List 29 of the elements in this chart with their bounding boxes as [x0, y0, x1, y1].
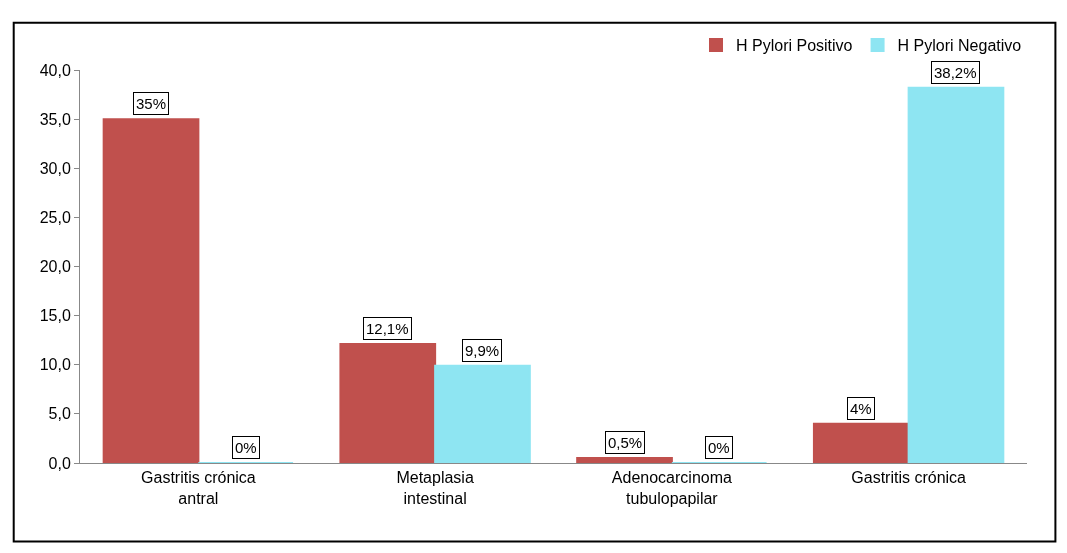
y-tick-label: 35,0	[39, 110, 71, 128]
data-label: 38,2%	[934, 64, 977, 81]
x-tick-label: Gastritis crónica antral	[141, 469, 256, 507]
x-tick-label: Metaplasia intestinal	[396, 469, 474, 507]
data-label: 0%	[235, 439, 257, 456]
data-label: 12,1%	[366, 320, 409, 337]
bar	[907, 86, 1005, 463]
bar	[576, 457, 673, 463]
y-tick-label: 30,0	[39, 159, 71, 177]
data-label: 0%	[708, 439, 730, 456]
data-label: 4%	[850, 400, 872, 417]
y-tick-label: 0,0	[48, 454, 71, 472]
x-tick-label: Gastritis crónica	[851, 469, 967, 487]
x-tick-label: Adenocarcinoma tubulopapilar	[611, 469, 733, 507]
data-label: 9,9%	[465, 342, 500, 359]
bar	[102, 118, 200, 463]
bar	[434, 364, 531, 463]
data-label: 35%	[136, 95, 167, 112]
data-label: 0,5%	[608, 434, 643, 451]
y-tick-label: 25,0	[39, 208, 71, 226]
y-tick-label: 15,0	[39, 307, 71, 325]
legend-label: H Pylori Negativo	[897, 37, 1022, 55]
y-tick-label: 10,0	[39, 356, 71, 374]
legend-label: H Pylori Positivo	[736, 37, 853, 55]
y-tick-label: 5,0	[48, 405, 71, 423]
bar	[339, 343, 437, 463]
y-tick-label: 20,0	[39, 258, 71, 276]
bar	[812, 422, 910, 463]
y-tick-label: 40,0	[39, 61, 71, 79]
